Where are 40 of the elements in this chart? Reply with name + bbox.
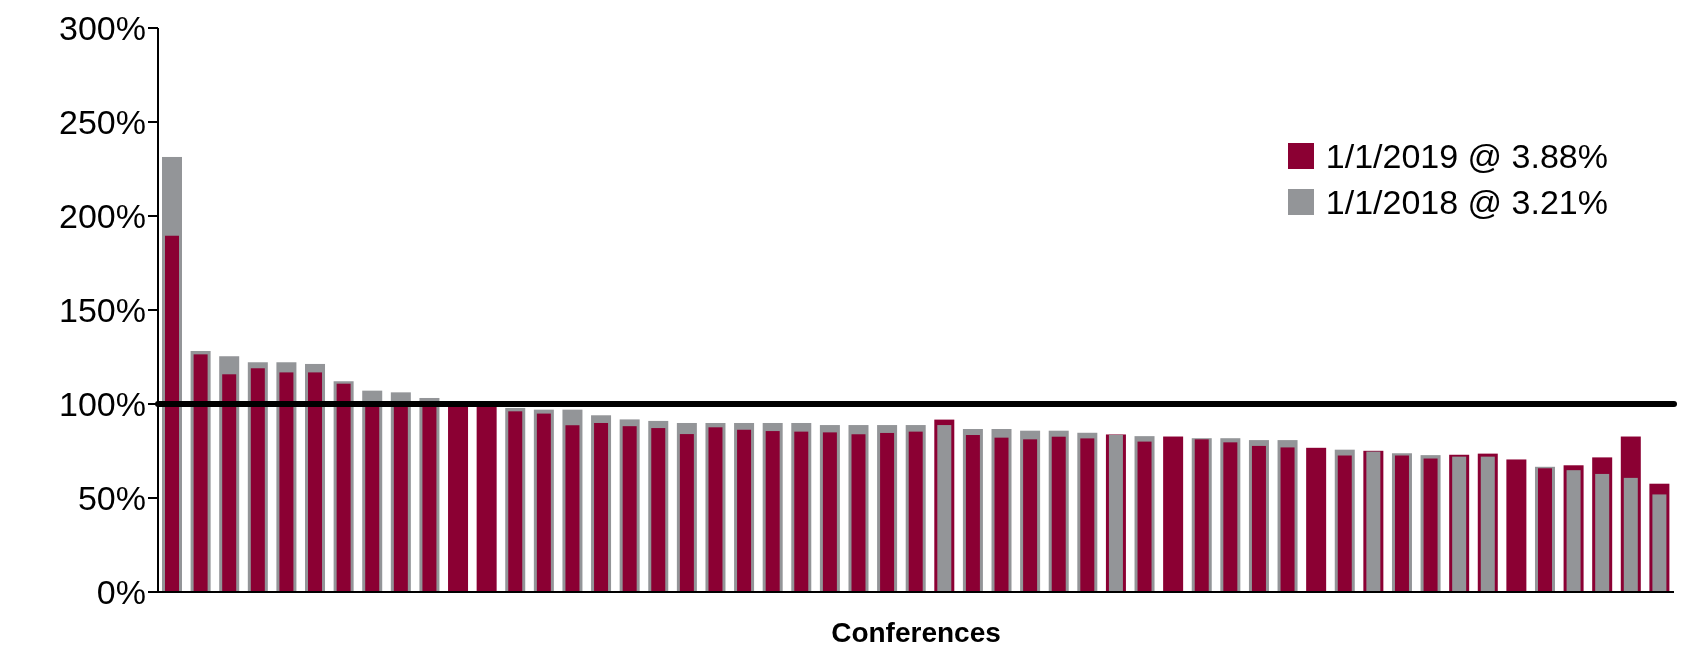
bar (794, 431, 809, 592)
bar (1051, 436, 1066, 592)
x-axis-title: Conferences (831, 617, 1001, 648)
bar (708, 427, 723, 592)
bar (1023, 439, 1038, 592)
bar (1280, 447, 1295, 592)
bar (1337, 455, 1352, 592)
bar (822, 432, 837, 592)
bar (250, 368, 265, 592)
y-tick-label: 200% (59, 197, 146, 236)
y-tick-label: 0% (96, 573, 146, 612)
bar (365, 405, 380, 592)
bar (851, 434, 866, 592)
bar (308, 372, 323, 592)
y-tick-label: 100% (59, 385, 146, 424)
bar (422, 404, 437, 592)
bar (965, 435, 980, 592)
bar (765, 431, 780, 592)
bar (393, 405, 408, 592)
legend-label: 1/1/2018 @ 3.21% (1325, 182, 1608, 223)
legend-label: 1/1/2019 @ 3.88% (1325, 136, 1608, 177)
y-tick-label: 50% (77, 479, 146, 518)
bar (622, 426, 637, 592)
y-tick-label: 250% (59, 103, 146, 142)
bar (165, 235, 179, 592)
bar (1080, 438, 1095, 592)
bar (222, 374, 237, 592)
bar (880, 432, 895, 592)
bar (994, 437, 1009, 592)
bar (594, 422, 609, 592)
bar (737, 429, 752, 592)
bar (1251, 445, 1266, 592)
bar (279, 372, 294, 592)
bar (679, 434, 694, 592)
bar (651, 428, 666, 592)
y-tick-label: 150% (59, 291, 146, 330)
bar (908, 431, 923, 592)
y-tick-label: 300% (59, 9, 146, 48)
bar (1137, 441, 1152, 592)
bar (565, 425, 580, 592)
